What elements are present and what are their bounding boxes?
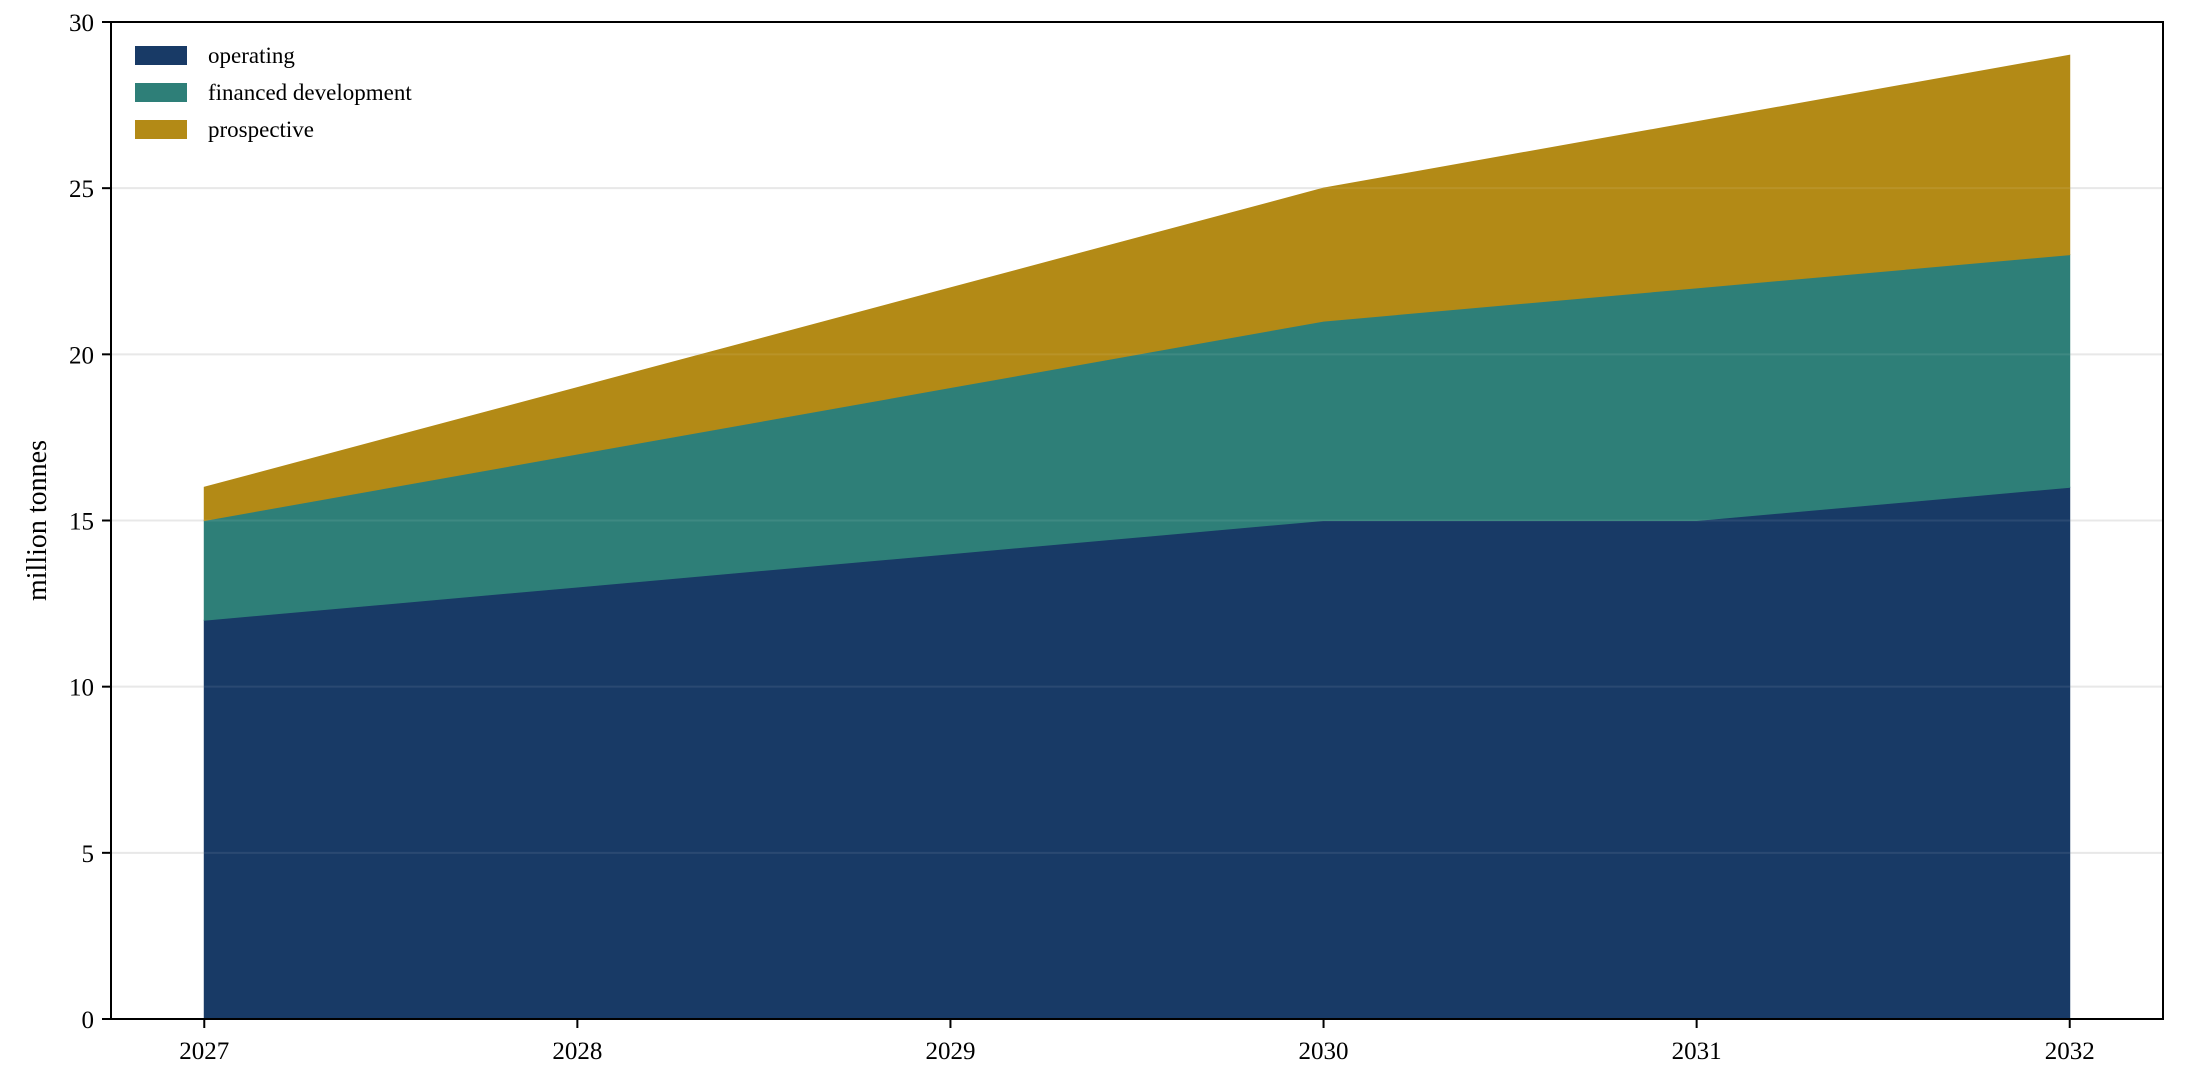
legend-swatch [135,83,187,102]
x-tick-label: 2027 [179,1038,229,1065]
y-tick-label: 20 [69,342,94,369]
x-tick-label: 2028 [552,1038,602,1065]
y-axis-ticks: 0 5 10 15 20 25 30 [69,10,111,1034]
legend: operating financed development prospective [135,43,412,142]
legend-swatch [135,46,187,65]
area-series-prospective [203,54,2071,522]
x-tick-label: 2030 [1299,1038,1349,1065]
y-axis-label: million tonnes [22,440,53,601]
x-axis-ticks: 2027 2028 2029 2030 2031 2032 [179,1019,2095,1065]
y-tick-label: 10 [69,675,94,702]
x-tick-label: 2029 [925,1038,975,1065]
legend-label: financed development [208,80,412,105]
area-series-group [111,54,2163,1020]
y-tick-label: 25 [69,176,94,203]
legend-label: operating [208,43,295,68]
x-tick-label: 2032 [2045,1038,2095,1065]
x-tick-label: 2031 [1672,1038,1722,1065]
y-tick-label: 15 [69,509,94,536]
y-tick-label: 0 [82,1007,95,1034]
axes: 2027 2028 2029 2030 2031 2032 0 5 10 15 20 25 30 mi… [22,10,2164,1065]
legend-swatch [135,120,187,139]
y-tick-label: 5 [82,841,95,868]
y-tick-label: 30 [69,10,94,37]
legend-label: prospective [208,117,314,142]
